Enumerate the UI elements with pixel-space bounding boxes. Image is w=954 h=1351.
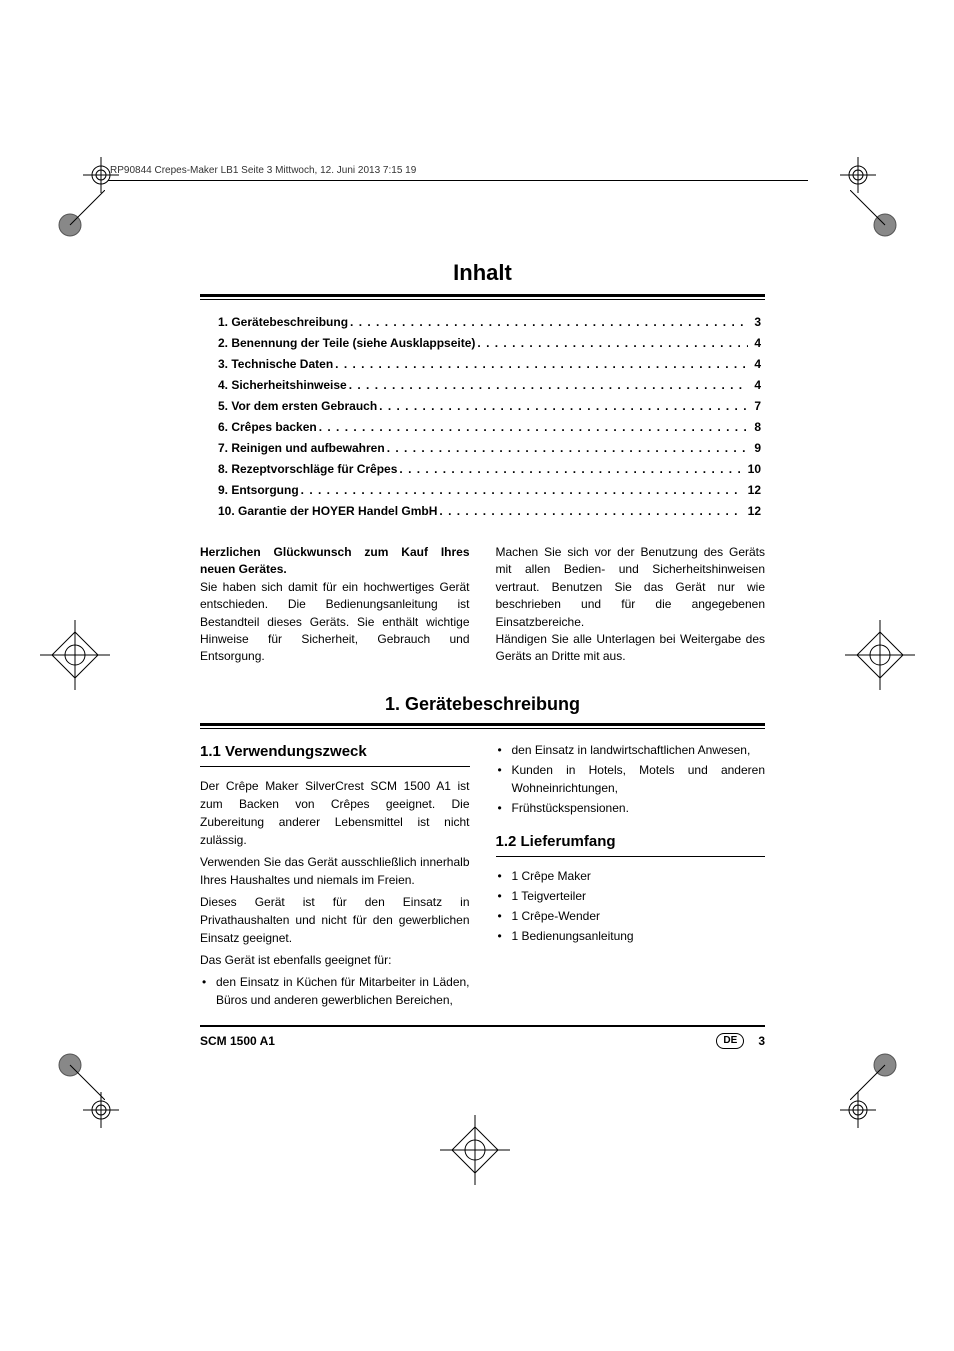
- list-item: Kunden in Hotels, Motels und anderen Woh…: [496, 761, 766, 797]
- toc-page: 10: [744, 459, 761, 480]
- intro-paragraph: Sie haben sich damit für ein hochwertige…: [200, 579, 470, 666]
- footer-model: SCM 1500 A1: [200, 1034, 275, 1048]
- toc-page: 4: [750, 354, 761, 375]
- list-item: Frühstückspensionen.: [496, 799, 766, 817]
- toc-page: 8: [750, 417, 761, 438]
- crop-mark-icon: [845, 620, 915, 690]
- rule: [200, 299, 765, 300]
- toc-row: 9. Entsorgung 12: [218, 480, 761, 501]
- toc-label: 1. Gerätebeschreibung: [218, 312, 348, 333]
- toc-row: 1. Gerätebeschreibung 3: [218, 312, 761, 333]
- list-item: 1 Crêpe Maker: [496, 867, 766, 885]
- toc-row: 2. Benennung der Teile (siehe Ausklappse…: [218, 333, 761, 354]
- toc-label: 4. Sicherheitshinweise: [218, 375, 347, 396]
- intro-heading: Herzlichen Glückwunsch zum Kauf Ihres ne…: [200, 544, 470, 579]
- toc-row: 10. Garantie der HOYER Handel GmbH 12: [218, 501, 761, 522]
- intro-paragraph: Machen Sie sich vor der Benutzung des Ge…: [496, 544, 766, 631]
- language-badge: DE: [716, 1033, 744, 1049]
- toc-label: 3. Technische Daten: [218, 354, 333, 375]
- crop-mark-icon: [440, 1115, 510, 1185]
- list-item: 1 Teigverteiler: [496, 887, 766, 905]
- toc-page: 3: [750, 312, 761, 333]
- rule: [200, 728, 765, 729]
- rule: [200, 766, 470, 767]
- paragraph: Dieses Gerät ist für den Einsatz in Priv…: [200, 893, 470, 947]
- subsection-heading: 1.2 Lieferumfang: [496, 831, 766, 854]
- toc-row: 3. Technische Daten 4: [218, 354, 761, 375]
- toc-row: 4. Sicherheitshinweise 4: [218, 375, 761, 396]
- list-item: den Einsatz in landwirtschaftlichen Anwe…: [496, 741, 766, 759]
- body-left-column: 1.1 Verwendungszweck Der Crêpe Maker Sil…: [200, 741, 470, 1012]
- list-item: den Einsatz in Küchen für Mitarbeiter in…: [200, 973, 470, 1009]
- intro-paragraph: Händigen Sie alle Unterlagen bei Weiterg…: [496, 631, 766, 666]
- bullet-list: den Einsatz in Küchen für Mitarbeiter in…: [200, 973, 470, 1009]
- page-footer: SCM 1500 A1 DE 3: [200, 1025, 765, 1049]
- bullet-list: den Einsatz in landwirtschaftlichen Anwe…: [496, 741, 766, 817]
- toc-page: 7: [750, 396, 761, 417]
- bullet-list: 1 Crêpe Maker 1 Teigverteiler 1 Crêpe-We…: [496, 867, 766, 945]
- toc-label: 6. Crêpes backen: [218, 417, 317, 438]
- toc-page: 4: [750, 333, 761, 354]
- toc-label: 5. Vor dem ersten Gebrauch: [218, 396, 377, 417]
- rule: [200, 1025, 765, 1027]
- paragraph: Der Crêpe Maker SilverCrest SCM 1500 A1 …: [200, 777, 470, 849]
- paragraph: Verwenden Sie das Gerät ausschließlich i…: [200, 853, 470, 889]
- toc-page: 12: [744, 501, 761, 522]
- footer-page-number: 3: [758, 1034, 765, 1048]
- toc-label: 9. Entsorgung: [218, 480, 299, 501]
- intro-left-column: Herzlichen Glückwunsch zum Kauf Ihres ne…: [200, 544, 470, 666]
- corner-mark-icon: [55, 1050, 105, 1100]
- intro-right-column: Machen Sie sich vor der Benutzung des Ge…: [496, 544, 766, 666]
- corner-mark-icon: [850, 1050, 900, 1100]
- registration-mark-icon: [838, 155, 878, 195]
- table-of-contents: 1. Gerätebeschreibung 3 2. Benennung der …: [200, 312, 765, 522]
- toc-label: 10. Garantie der HOYER Handel GmbH: [218, 501, 437, 522]
- rule: [496, 856, 766, 857]
- toc-page: 12: [744, 480, 761, 501]
- toc-label: 2. Benennung der Teile (siehe Ausklappse…: [218, 333, 475, 354]
- toc-label: 8. Rezeptvorschläge für Crêpes: [218, 459, 397, 480]
- toc-row: 7. Reinigen und aufbewahren 9: [218, 438, 761, 459]
- rule: [200, 723, 765, 726]
- list-item: 1 Crêpe-Wender: [496, 907, 766, 925]
- section-heading: 1. Gerätebeschreibung: [200, 694, 765, 715]
- toc-row: 6. Crêpes backen 8: [218, 417, 761, 438]
- body-right-column: den Einsatz in landwirtschaftlichen Anwe…: [496, 741, 766, 1012]
- rule: [200, 294, 765, 297]
- toc-row: 8. Rezeptvorschläge für Crêpes 10: [218, 459, 761, 480]
- toc-page: 9: [750, 438, 761, 459]
- corner-mark-icon: [55, 190, 105, 240]
- toc-heading: Inhalt: [200, 260, 765, 286]
- subsection-heading: 1.1 Verwendungszweck: [200, 741, 470, 764]
- toc-page: 4: [750, 375, 761, 396]
- paragraph: Das Gerät ist ebenfalls geeignet für:: [200, 951, 470, 969]
- list-item: 1 Bedienungsanleitung: [496, 927, 766, 945]
- corner-mark-icon: [850, 190, 900, 240]
- crop-mark-icon: [40, 620, 110, 690]
- toc-row: 5. Vor dem ersten Gebrauch 7: [218, 396, 761, 417]
- toc-label: 7. Reinigen und aufbewahren: [218, 438, 385, 459]
